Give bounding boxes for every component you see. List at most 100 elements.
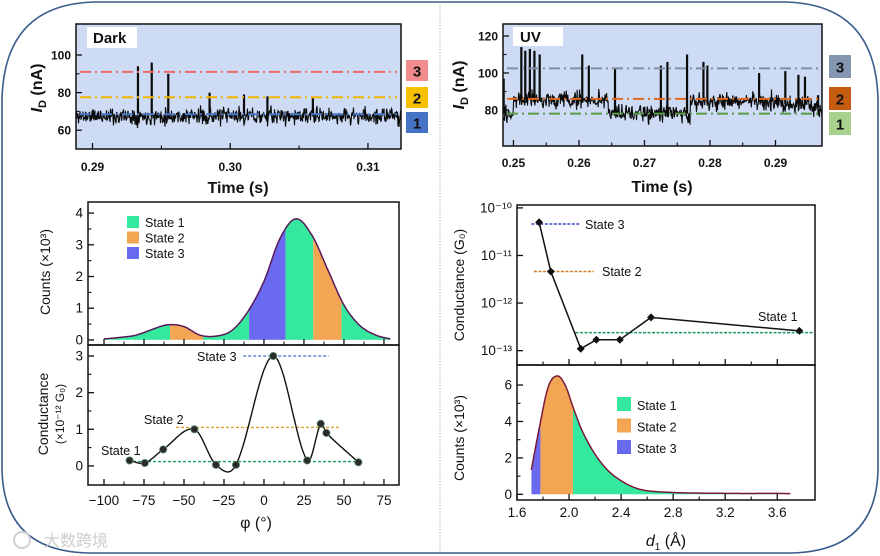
legend-label: State 2 <box>145 232 185 246</box>
phi-xlabel: φ (°) <box>240 515 272 532</box>
y-tick-label: 3 <box>75 348 83 363</box>
data-point <box>211 460 220 469</box>
state-label: State 3 <box>585 218 625 232</box>
state-label: State 1 <box>101 444 141 458</box>
distribution-outline <box>530 375 791 495</box>
x-tick-label: 0.27 <box>633 156 657 170</box>
d1-xlabel: d1 (Å) <box>646 531 686 553</box>
y-tick-label: 2 <box>75 269 83 284</box>
legend-swatch <box>617 397 631 411</box>
x-tick-label: −100 <box>89 493 119 508</box>
state-2-legend-label: 2 <box>413 91 421 108</box>
y-tick-label: 10⁻¹⁰ <box>480 200 513 215</box>
state-3-legend-box <box>406 60 428 81</box>
d1-labels: Conductance (G₀) Counts (×10³) d1 (Å) <box>451 229 686 553</box>
x-tick-label: 75 <box>376 493 391 508</box>
data-point-diamond <box>615 335 624 344</box>
data-point-diamond <box>795 326 804 335</box>
x-tick-label: 25 <box>296 493 311 508</box>
state-1-legend-box <box>829 112 851 135</box>
data-point <box>269 351 278 360</box>
d1-cond-ylabel: Conductance (G₀) <box>451 229 467 341</box>
uv-trace-chart: 3 2 1 0.25 0.26 0.27 0.28 0.29 80 100 120 <box>478 23 851 170</box>
x-tick-label: 3.2 <box>716 505 735 520</box>
y-tick-label: 0 <box>75 332 83 347</box>
y-tick-label: 120 <box>478 30 498 44</box>
state-2-legend-label: 2 <box>836 92 844 109</box>
watermark: 大数跨境 <box>44 531 108 550</box>
data-point-diamond <box>592 335 601 344</box>
y-tick-label: 2 <box>504 450 512 465</box>
state-3-legend-label: 3 <box>413 64 421 81</box>
state-2-legend-box <box>406 87 428 108</box>
state-1-legend-label: 1 <box>836 117 844 134</box>
watermark-logo-icon <box>13 531 31 549</box>
data-point <box>125 456 134 465</box>
data-point-diamond <box>535 218 544 227</box>
plot-frame <box>516 204 816 366</box>
state-label: State 2 <box>602 265 642 279</box>
y-tick-label: 60 <box>58 124 72 138</box>
d1-hist-chart: State 1 State 2 State 3 1.6 2.0 2.4 2.8 3.2 3.6 0… <box>504 364 816 520</box>
state-label: State 2 <box>144 413 184 427</box>
x-tick-label: 0.28 <box>698 156 722 170</box>
y-tick-label: 4 <box>504 414 512 429</box>
y-tick-label: 100 <box>51 49 71 63</box>
state-3-legend-box <box>829 55 851 78</box>
uv-ylabel: ID (nA) <box>451 61 471 110</box>
y-tick-label: 0 <box>504 487 512 502</box>
x-tick-label: 0.29 <box>764 156 788 170</box>
legend-label: State 3 <box>637 442 677 456</box>
phi-cond-ylabel-unit: (×10⁻¹² G₀) <box>53 384 67 444</box>
y-tick-label: 1 <box>75 422 83 437</box>
dark-label-box <box>87 27 137 48</box>
x-tick-label: 0.30 <box>219 160 243 174</box>
phi-conductance-chart: State 1 State 2 State 3 −100 −75 −50 −25 0 25 50 7… <box>75 344 400 508</box>
x-tick-label: −25 <box>213 493 236 508</box>
state-label: State 1 <box>758 310 798 324</box>
uv-xlabel: Time (s) <box>631 179 692 196</box>
y-tick-label: 3 <box>75 237 83 252</box>
phi-hist-ylabel: Counts (×10³) <box>37 229 53 315</box>
current-trace <box>502 88 823 125</box>
distribution-outline <box>103 218 391 340</box>
data-point <box>303 456 312 465</box>
x-tick-label: 0.29 <box>81 160 105 174</box>
y-tick-label: 100 <box>478 66 498 80</box>
histogram-region-state-1 <box>341 218 391 340</box>
x-tick-label: 2.4 <box>612 505 631 520</box>
dark-panel-labels: Dark Time (s) ID (nA) <box>29 27 269 197</box>
data-point-diamond <box>647 313 656 322</box>
data-point <box>354 458 363 467</box>
x-tick-label: 1.6 <box>508 505 527 520</box>
legend-label: State 2 <box>637 421 677 435</box>
data-point <box>140 459 149 468</box>
legend-swatch <box>617 440 631 454</box>
y-tick-label: 10⁻¹³ <box>481 343 513 358</box>
d1-hist-ylabel: Counts (×10³) <box>451 395 467 481</box>
state-1-legend-label: 1 <box>413 116 421 133</box>
data-point-diamond <box>576 344 585 353</box>
histogram-region-state-2 <box>313 218 342 340</box>
y-tick-label: 80 <box>485 103 499 117</box>
legend-label: State 1 <box>637 399 677 413</box>
x-tick-label: 2.8 <box>664 505 683 520</box>
state-2-legend-box <box>829 87 851 110</box>
histogram-region-state-2 <box>540 375 573 495</box>
x-tick-label: 50 <box>336 493 351 508</box>
legend-swatch <box>127 231 139 244</box>
y-tick-label: 1 <box>75 301 83 316</box>
y-tick-label: 4 <box>75 206 83 221</box>
y-tick-label: 6 <box>504 378 512 393</box>
current-trace <box>75 105 402 128</box>
uv-panel-labels: UV Time (s) ID (nA) <box>451 27 693 196</box>
data-point <box>231 460 240 469</box>
plot-frame <box>502 23 823 147</box>
y-tick-label: 0 <box>75 458 83 473</box>
x-tick-label: 0 <box>260 493 268 508</box>
y-tick-label: 10⁻¹² <box>481 296 513 311</box>
legend-swatch <box>617 418 631 433</box>
conductance-line <box>538 222 800 350</box>
